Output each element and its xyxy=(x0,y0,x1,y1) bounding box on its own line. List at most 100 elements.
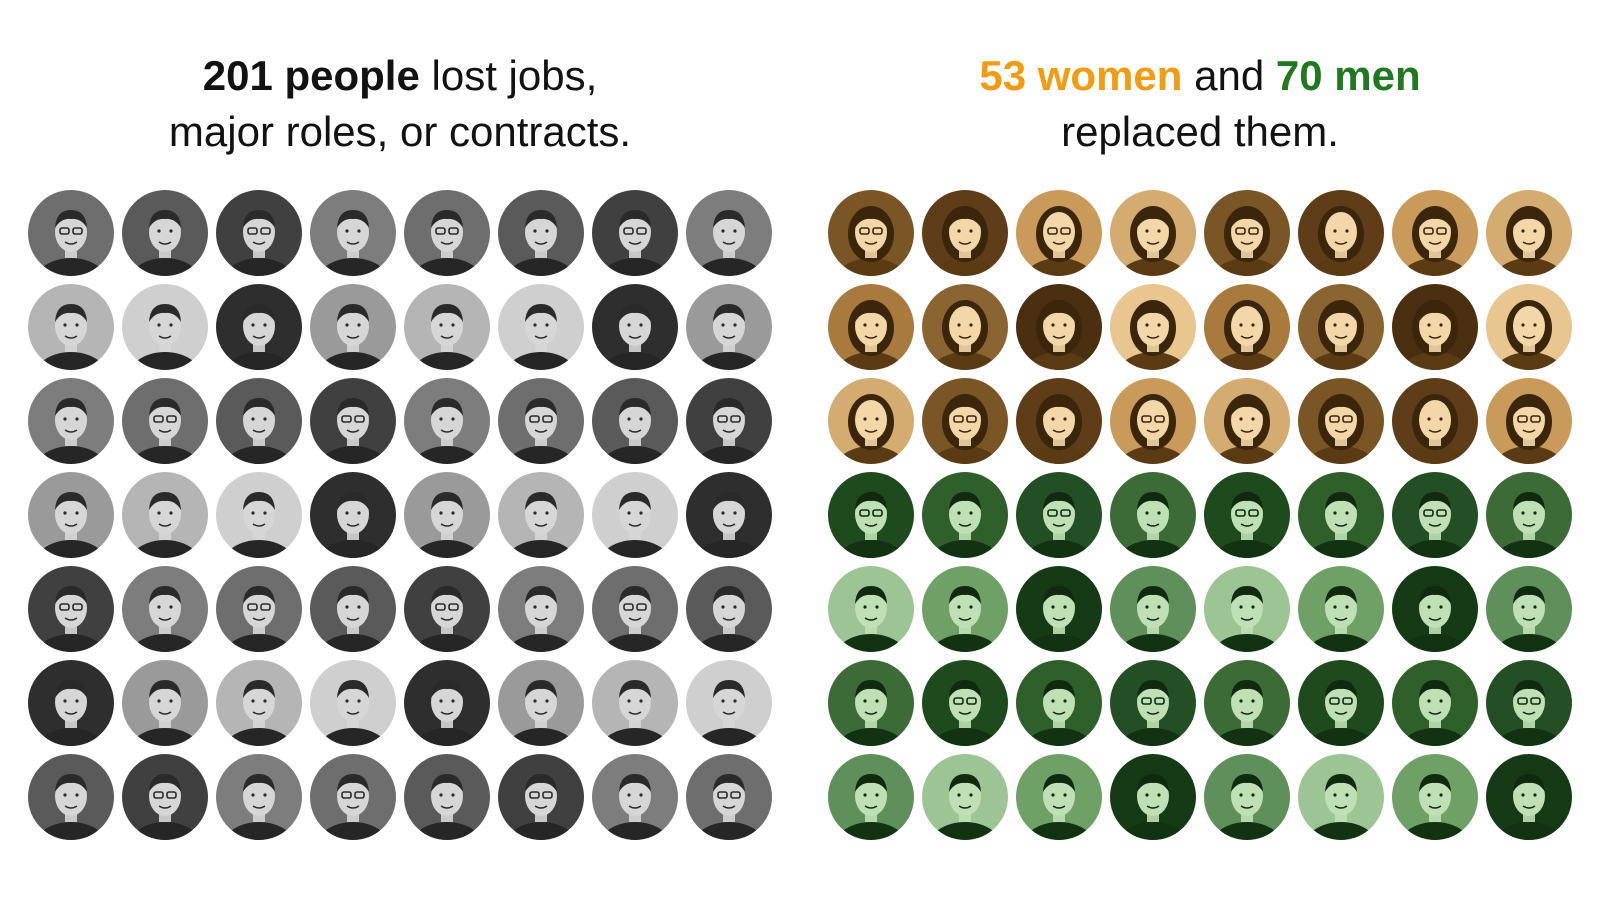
man-replacement-portrait xyxy=(1204,566,1290,652)
accused-portrait xyxy=(404,378,490,464)
accused-portrait xyxy=(122,566,208,652)
man-replacement-portrait xyxy=(1110,660,1196,746)
woman-replacement-portrait xyxy=(1486,190,1572,276)
man-replacement-portrait xyxy=(1110,566,1196,652)
accused-portrait xyxy=(310,378,396,464)
left-heading-line-2: major roles, or contracts. xyxy=(168,108,632,155)
accused-portrait xyxy=(498,378,584,464)
woman-replacement-portrait xyxy=(1110,378,1196,464)
man-replacement-portrait xyxy=(1486,566,1572,652)
man-replacement-portrait xyxy=(828,660,914,746)
man-replacement-portrait xyxy=(1392,472,1478,558)
accused-portrait xyxy=(28,378,114,464)
accused-portrait xyxy=(28,284,114,370)
accused-portrait xyxy=(404,660,490,746)
man-replacement-portrait xyxy=(1298,754,1384,840)
accused-portrait xyxy=(310,284,396,370)
accused-portrait xyxy=(592,754,678,840)
woman-replacement-portrait xyxy=(1298,378,1384,464)
left-heading: 201 people lost jobs, major roles, or co… xyxy=(20,48,780,160)
accused-portrait xyxy=(404,566,490,652)
accused-portrait xyxy=(592,190,678,276)
woman-replacement-portrait xyxy=(1298,284,1384,370)
man-replacement-portrait xyxy=(1110,472,1196,558)
accused-portrait xyxy=(216,472,302,558)
accused-portrait xyxy=(216,566,302,652)
accused-portrait xyxy=(592,378,678,464)
right-heading-line-2: replaced them. xyxy=(1061,108,1339,155)
accused-portrait xyxy=(216,284,302,370)
accused-portrait xyxy=(216,660,302,746)
accused-portrait xyxy=(498,472,584,558)
man-replacement-portrait xyxy=(828,472,914,558)
accused-portrait xyxy=(122,284,208,370)
man-replacement-portrait xyxy=(1204,472,1290,558)
woman-replacement-portrait xyxy=(922,190,1008,276)
accused-portrait xyxy=(686,472,772,558)
man-replacement-portrait xyxy=(1298,566,1384,652)
accused-portrait xyxy=(686,190,772,276)
accused-portrait xyxy=(686,754,772,840)
right-heading: 53 women and 70 men replaced them. xyxy=(820,48,1580,160)
accused-portrait xyxy=(686,284,772,370)
replacement-portrait-grid xyxy=(828,190,1572,840)
man-replacement-portrait xyxy=(922,660,1008,746)
man-replacement-portrait xyxy=(828,566,914,652)
accused-portrait xyxy=(404,284,490,370)
man-replacement-portrait xyxy=(1016,472,1102,558)
men-count-label: 70 men xyxy=(1275,52,1421,99)
man-replacement-portrait xyxy=(1016,754,1102,840)
woman-replacement-portrait xyxy=(1110,284,1196,370)
and-label: and xyxy=(1182,52,1276,99)
man-replacement-portrait xyxy=(922,754,1008,840)
accused-portrait xyxy=(686,378,772,464)
accused-portrait xyxy=(216,190,302,276)
accused-portrait xyxy=(310,190,396,276)
women-count-label: 53 women xyxy=(979,52,1183,99)
woman-replacement-portrait xyxy=(1016,284,1102,370)
man-replacement-portrait xyxy=(922,566,1008,652)
accused-portrait xyxy=(686,566,772,652)
man-replacement-portrait xyxy=(1392,754,1478,840)
accused-portrait xyxy=(404,190,490,276)
accused-portrait xyxy=(122,754,208,840)
lost-jobs-label: lost jobs, xyxy=(419,52,598,99)
accused-portrait xyxy=(28,566,114,652)
man-replacement-portrait xyxy=(1298,660,1384,746)
accused-portrait xyxy=(404,472,490,558)
accused-portrait xyxy=(404,754,490,840)
man-replacement-portrait xyxy=(1110,754,1196,840)
man-replacement-portrait xyxy=(1392,566,1478,652)
woman-replacement-portrait xyxy=(1392,378,1478,464)
accused-portrait xyxy=(310,754,396,840)
man-replacement-portrait xyxy=(828,754,914,840)
man-replacement-portrait xyxy=(1204,660,1290,746)
accused-portrait xyxy=(28,660,114,746)
accused-portrait xyxy=(28,472,114,558)
woman-replacement-portrait xyxy=(828,284,914,370)
accused-portrait xyxy=(310,660,396,746)
accused-portrait xyxy=(122,472,208,558)
man-replacement-portrait xyxy=(1016,566,1102,652)
woman-replacement-portrait xyxy=(1110,190,1196,276)
accused-portrait xyxy=(498,284,584,370)
woman-replacement-portrait xyxy=(1392,284,1478,370)
accused-portrait xyxy=(310,566,396,652)
woman-replacement-portrait xyxy=(1016,190,1102,276)
accused-portrait xyxy=(28,754,114,840)
accused-portrait xyxy=(592,660,678,746)
man-replacement-portrait xyxy=(1016,660,1102,746)
woman-replacement-portrait xyxy=(1016,378,1102,464)
woman-replacement-portrait xyxy=(1204,378,1290,464)
accused-portrait-grid xyxy=(28,190,772,840)
man-replacement-portrait xyxy=(922,472,1008,558)
accused-portrait xyxy=(216,754,302,840)
accused-portrait xyxy=(310,472,396,558)
woman-replacement-portrait xyxy=(1204,190,1290,276)
accused-portrait xyxy=(498,566,584,652)
woman-replacement-portrait xyxy=(1486,378,1572,464)
man-replacement-portrait xyxy=(1392,660,1478,746)
accused-portrait xyxy=(686,660,772,746)
man-replacement-portrait xyxy=(1298,472,1384,558)
man-replacement-portrait xyxy=(1486,660,1572,746)
